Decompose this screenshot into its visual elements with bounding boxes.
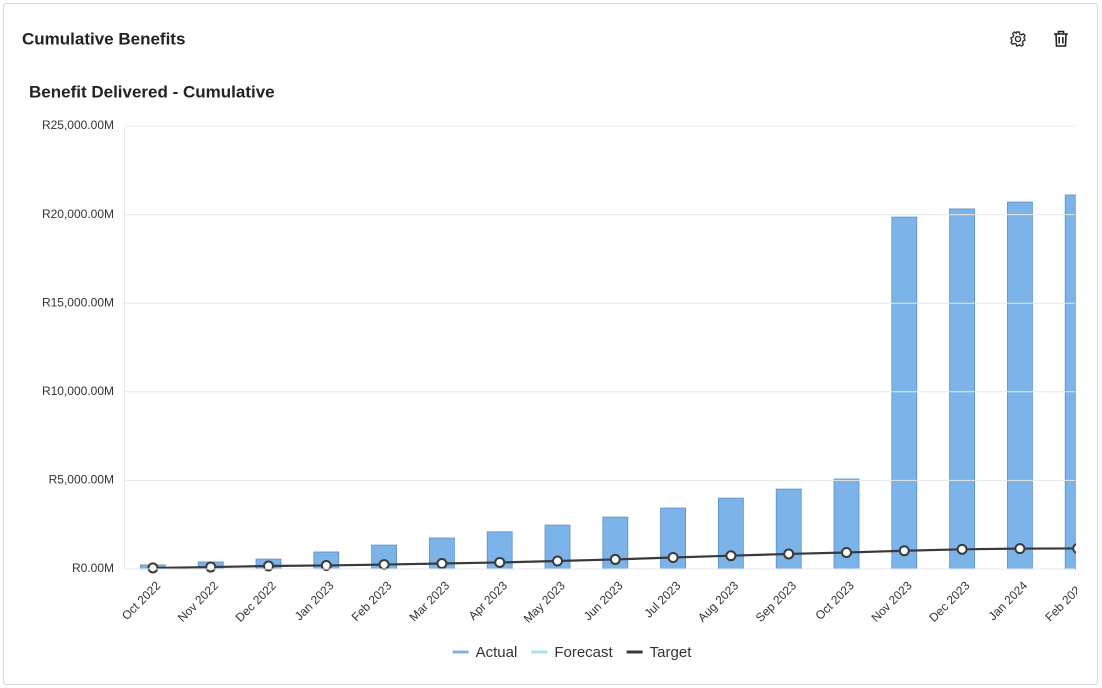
bar — [891, 216, 918, 570]
y-tick-label: R5,000.00M — [49, 473, 114, 487]
line-marker — [552, 555, 563, 567]
line-marker — [205, 561, 217, 573]
y-tick-label: R10,000.00M — [42, 384, 114, 398]
settings-icon[interactable] — [1010, 31, 1026, 47]
x-tick-label: Jun 2023 — [581, 578, 626, 623]
line-marker — [436, 558, 448, 570]
line-marker — [725, 550, 737, 562]
x-tick-label: Nov 2022 — [175, 578, 221, 624]
y-tick-label: R15,000.00M — [42, 295, 114, 309]
line-marker — [1072, 543, 1076, 554]
line-marker — [320, 559, 332, 571]
line-marker — [841, 547, 852, 559]
bar — [949, 208, 975, 570]
x-tick-label: Jan 2023 — [292, 578, 337, 623]
x-tick-label: Dec 2023 — [926, 578, 972, 624]
legend-item: Target — [626, 644, 693, 661]
legend-item: Forecast — [531, 644, 614, 661]
x-tick-label: Jul 2023 — [641, 578, 683, 620]
x-tick-label: May 2023 — [521, 578, 568, 625]
line-marker — [667, 551, 679, 563]
delete-icon[interactable] — [1054, 30, 1068, 47]
x-tick-label: Oct 2023 — [813, 578, 858, 623]
legend-label: Forecast — [554, 644, 613, 661]
bar — [1064, 194, 1076, 570]
x-tick-label: Nov 2023 — [868, 578, 914, 624]
line-marker — [147, 562, 159, 574]
chart-title: Benefit Delivered - Cumulative — [29, 82, 275, 101]
x-tick-label: Dec 2022 — [233, 578, 279, 624]
x-tick-label: Feb 2023 — [349, 578, 395, 624]
y-tick-label: R0.00M — [72, 561, 114, 575]
y-tick-label: R20,000.00M — [42, 207, 114, 221]
x-tick-label: Apr 2023 — [466, 578, 511, 623]
x-tick-label: Aug 2023 — [695, 578, 741, 624]
line-marker — [1014, 543, 1026, 555]
plot-area — [139, 194, 1076, 574]
x-tick-label: Mar 2023 — [407, 578, 453, 624]
bar — [1007, 201, 1033, 570]
line-marker — [263, 560, 274, 572]
line-marker — [956, 543, 968, 555]
x-tick-label: Feb 2024 — [1042, 578, 1088, 624]
line-marker — [378, 559, 390, 571]
x-tick-label: Jan 2024 — [985, 578, 1030, 623]
legend-item: Actual — [452, 644, 518, 661]
line-marker — [898, 545, 910, 557]
line-marker — [783, 548, 795, 560]
x-tick-label: Sep 2023 — [753, 578, 799, 624]
line-marker — [494, 556, 506, 568]
widget-title: Cumulative Benefits — [22, 29, 185, 48]
x-tick-label: Oct 2022 — [119, 578, 164, 623]
legend-label: Target — [650, 644, 693, 661]
legend-label: Actual — [476, 644, 518, 661]
x-labels: Oct 2022 Nov 2022 Dec 2022 Jan 2023 Feb 2023… — [119, 578, 1088, 625]
y-tick-label: R25,000.00M — [42, 118, 114, 132]
line-marker — [609, 553, 621, 565]
